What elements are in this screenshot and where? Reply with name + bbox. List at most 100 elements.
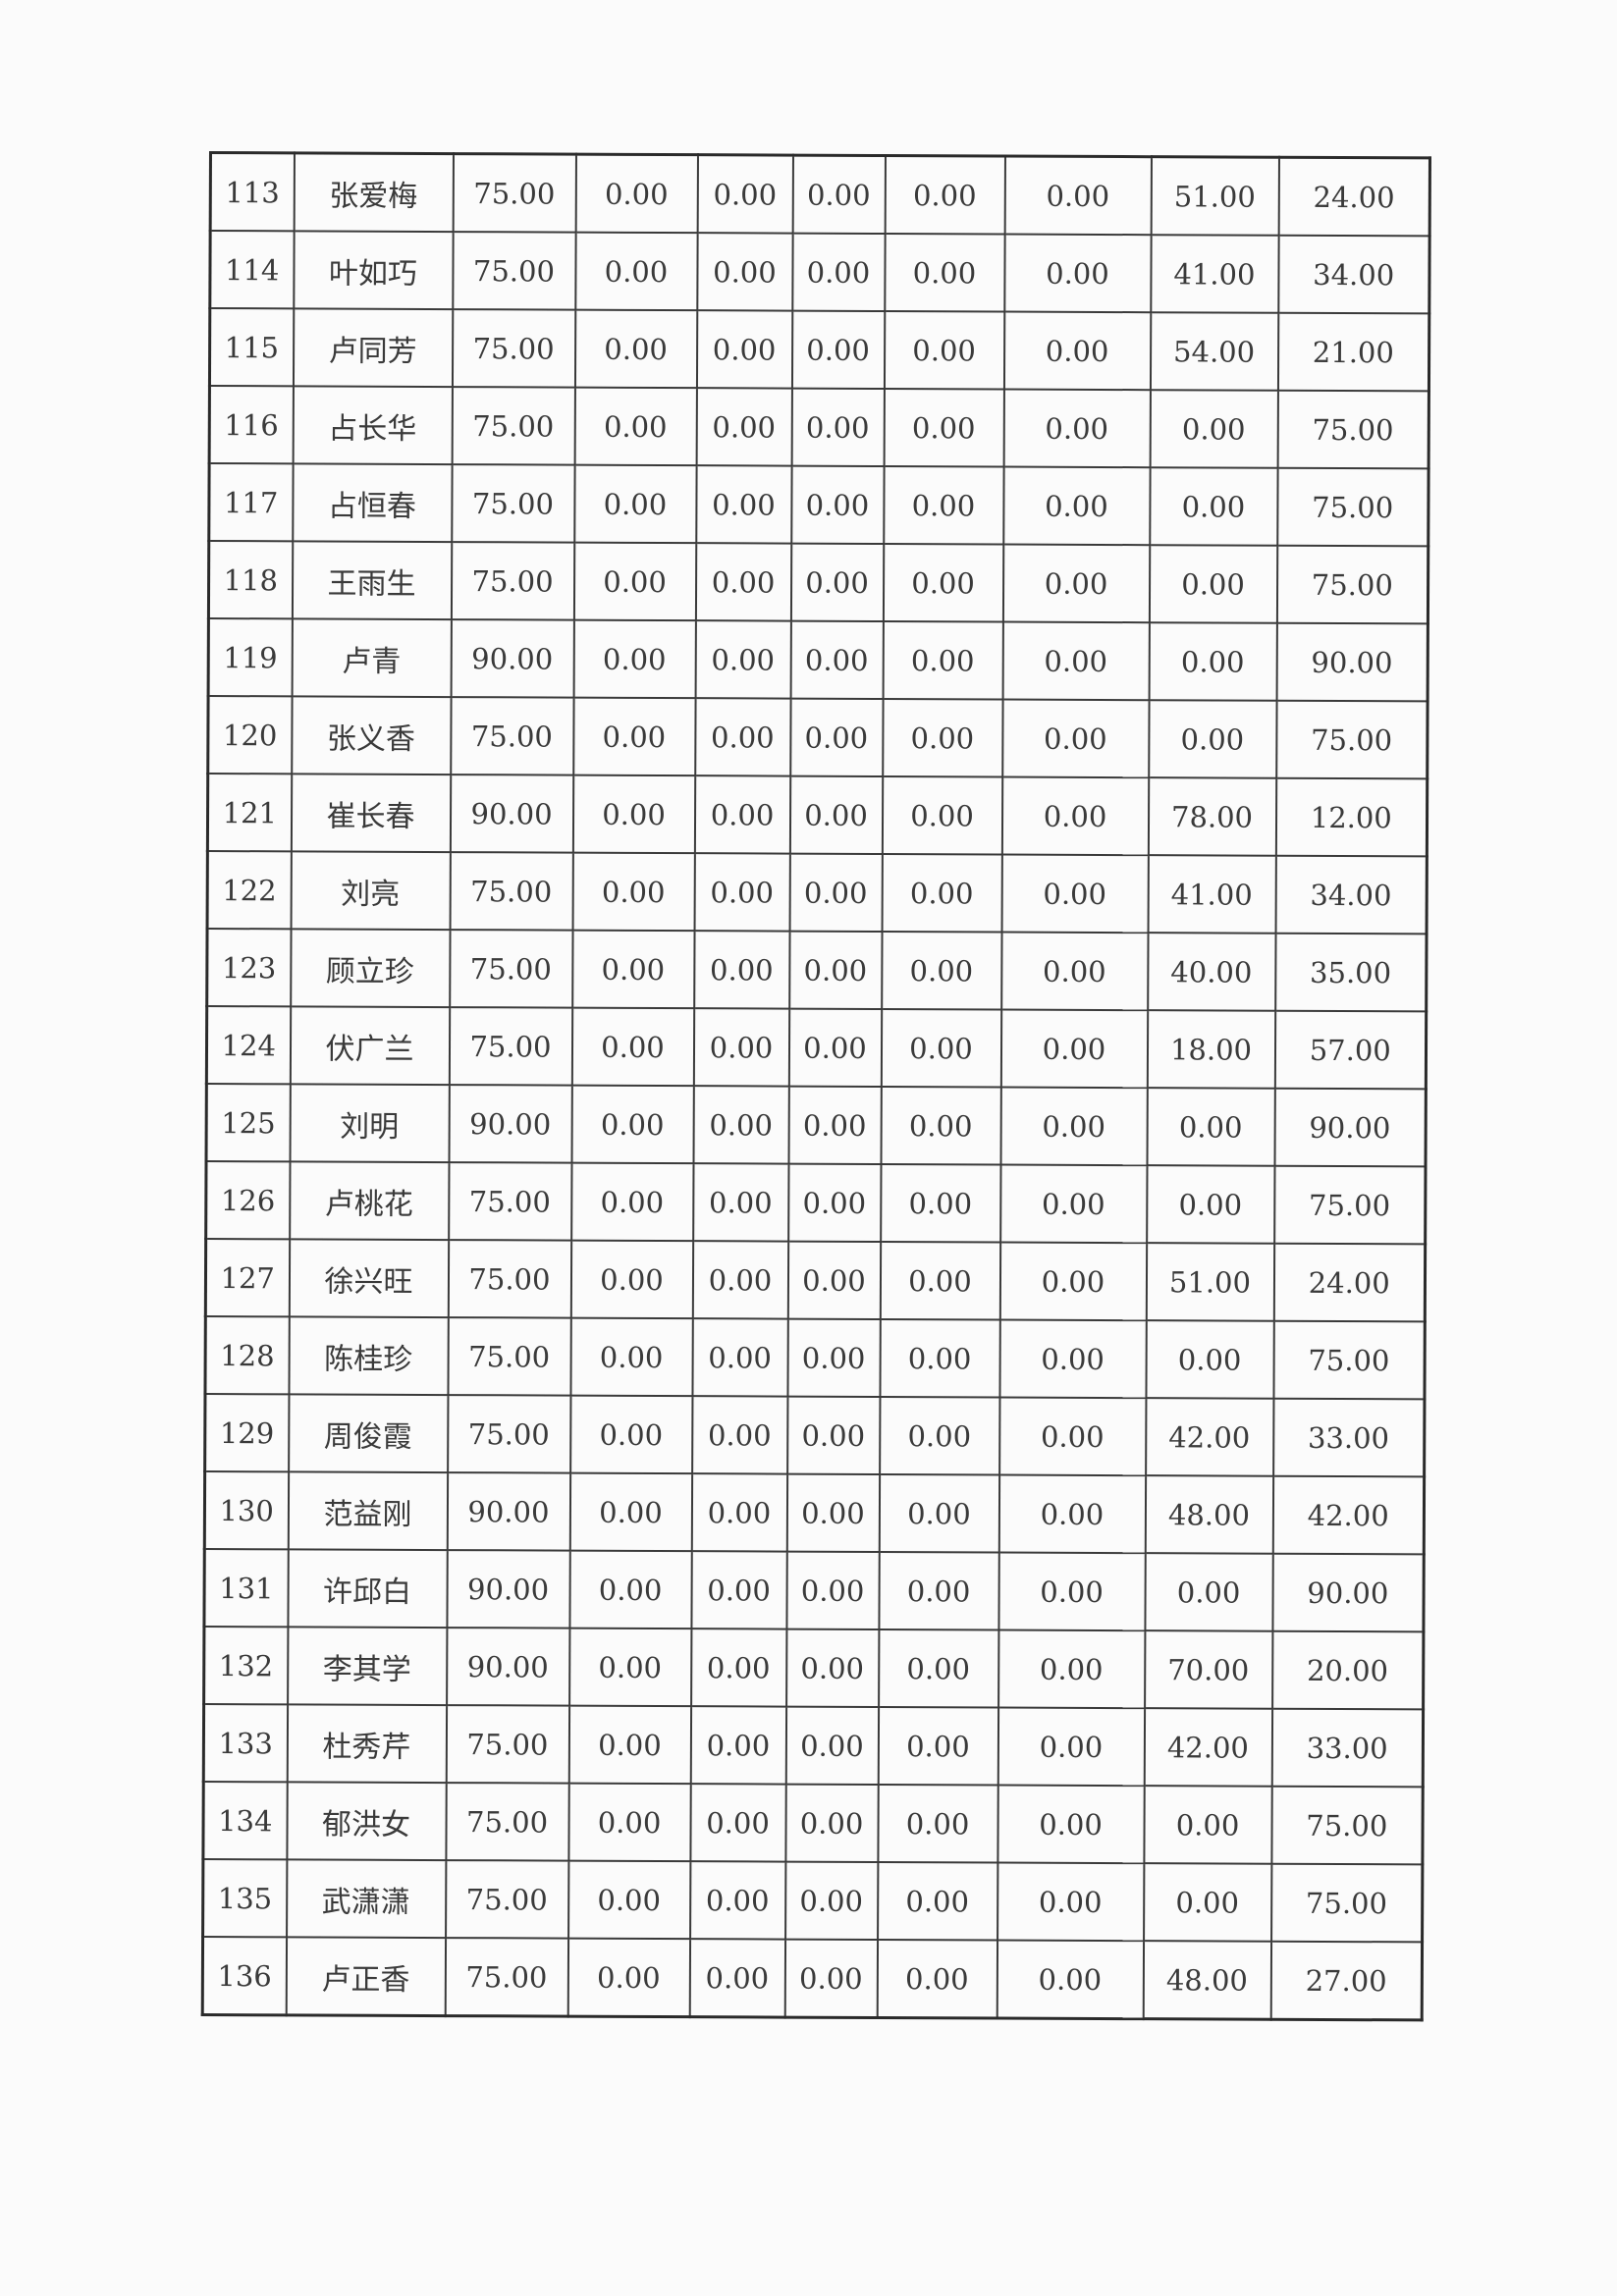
amount-cell: 75.00 [448, 1162, 572, 1241]
amount-cell: 0.00 [690, 1629, 786, 1707]
amount-cell: 0.00 [569, 1472, 692, 1552]
amount-cell: 0.00 [879, 1318, 1000, 1398]
amount-cell: 75.00 [445, 1938, 568, 2017]
amount-cell: 90.00 [1271, 1553, 1425, 1632]
amount-cell: 75.00 [1273, 1165, 1426, 1245]
data-table: 113 张爱梅 75.00 0.00 0.00 0.00 0.00 0.00 51.00 24.0… [200, 151, 1431, 2022]
amount-cell: 0.00 [574, 309, 697, 389]
amount-cell: 75.00 [447, 1317, 571, 1396]
amount-cell: 0.00 [1144, 1553, 1273, 1631]
amount-cell: 0.00 [567, 1938, 690, 2017]
row-number-cell: 121 [207, 774, 292, 852]
row-number-cell: 119 [208, 618, 293, 697]
name-cell: 卢青 [292, 618, 452, 698]
row-number-cell: 123 [206, 928, 292, 1007]
name-cell: 叶如巧 [293, 231, 454, 310]
amount-cell: 54.00 [1150, 312, 1278, 391]
amount-cell: 0.00 [791, 233, 886, 312]
amount-cell: 0.00 [997, 1940, 1144, 2019]
row-number-cell: 133 [203, 1703, 288, 1783]
amount-cell: 0.00 [879, 1396, 999, 1475]
amount-cell: 0.00 [998, 1397, 1146, 1476]
amount-cell: 0.00 [570, 1162, 694, 1242]
name-cell: 卢正香 [286, 1937, 446, 2016]
name-cell: 占恒春 [292, 463, 453, 543]
amount-cell: 0.00 [1000, 1009, 1148, 1089]
amount-cell: 34.00 [1275, 855, 1428, 934]
amount-cell: 75.00 [1270, 1863, 1423, 1943]
amount-cell: 0.00 [691, 1396, 787, 1474]
amount-cell: 0.00 [695, 543, 791, 621]
amount-cell: 75.00 [450, 697, 574, 775]
amount-cell: 0.00 [1000, 932, 1149, 1011]
amount-cell: 0.00 [1002, 466, 1151, 546]
amount-cell: 0.00 [1001, 699, 1150, 778]
amount-cell: 0.00 [884, 234, 1005, 312]
amount-cell: 57.00 [1274, 1010, 1427, 1090]
amount-cell: 0.00 [786, 1318, 881, 1397]
amount-cell: 0.00 [788, 1086, 882, 1164]
amount-cell: 21.00 [1277, 312, 1429, 392]
amount-cell: 0.00 [689, 1784, 786, 1862]
name-cell: 卢桃花 [289, 1161, 450, 1241]
row-number-cell: 114 [209, 231, 295, 309]
amount-cell: 0.00 [689, 1861, 785, 1940]
name-cell: 伏广兰 [290, 1006, 450, 1086]
amount-cell: 0.00 [792, 155, 886, 235]
amount-cell: 0.00 [999, 1242, 1147, 1321]
amount-cell: 18.00 [1147, 1010, 1275, 1089]
amount-cell: 75.00 [452, 232, 576, 310]
amount-cell: 0.00 [696, 233, 793, 311]
amount-cell: 0.00 [790, 620, 884, 699]
table-row: 118 王雨生 75.00 0.00 0.00 0.00 0.00 0.00 0.00 75.00 [208, 541, 1428, 624]
amount-cell: 0.00 [690, 1706, 786, 1785]
amount-cell: 42.00 [1272, 1475, 1425, 1555]
amount-cell: 0.00 [790, 465, 885, 545]
amount-cell: 0.00 [997, 1552, 1146, 1631]
table-row: 124 伏广兰 75.00 0.00 0.00 0.00 0.00 0.00 18.00 57.0… [206, 1005, 1427, 1090]
amount-cell: 0.00 [879, 1473, 999, 1553]
amount-cell: 51.00 [1151, 156, 1279, 236]
amount-cell: 24.00 [1273, 1243, 1426, 1322]
name-cell: 顾立珍 [290, 929, 451, 1008]
table-row: 116 占长华 75.00 0.00 0.00 0.00 0.00 0.00 0.00 75.00 [209, 386, 1429, 469]
row-number-cell: 134 [202, 1781, 288, 1860]
amount-cell: 75.00 [1277, 390, 1429, 469]
amount-cell: 75.00 [1276, 467, 1429, 547]
amount-cell: 0.00 [997, 1785, 1145, 1864]
amount-cell: 0.00 [575, 154, 698, 234]
name-cell: 陈桂珍 [288, 1316, 449, 1396]
amount-cell: 70.00 [1144, 1630, 1272, 1709]
amount-cell: 75.00 [452, 387, 575, 465]
amount-cell: 75.00 [447, 1395, 570, 1473]
amount-cell: 0.00 [573, 542, 696, 621]
amount-cell: 0.00 [877, 1861, 997, 1941]
amount-cell: 0.00 [883, 544, 1003, 622]
amount-cell: 0.00 [1000, 1087, 1148, 1166]
amount-cell: 0.00 [696, 388, 792, 466]
amount-cell: 0.00 [1143, 1863, 1271, 1942]
amount-cell: 0.00 [878, 1551, 999, 1630]
name-cell: 卢同芳 [293, 308, 453, 388]
table-row: 128 陈桂珍 75.00 0.00 0.00 0.00 0.00 0.00 0.00 75.00 [204, 1315, 1426, 1400]
row-number-cell: 118 [208, 541, 293, 619]
table-row: 120 张义香 75.00 0.00 0.00 0.00 0.00 0.00 0.00 75.00 [207, 696, 1428, 779]
amount-cell: 75.00 [1275, 700, 1428, 779]
amount-cell: 0.00 [787, 1241, 881, 1319]
row-number-cell: 117 [208, 463, 294, 542]
amount-cell: 0.00 [694, 853, 790, 932]
amount-cell: 0.00 [574, 387, 697, 466]
amount-cell: 0.00 [1148, 700, 1277, 778]
row-number-cell: 127 [205, 1238, 290, 1317]
name-cell: 徐兴旺 [289, 1239, 449, 1318]
amount-cell: 0.00 [689, 1939, 785, 2018]
amount-cell: 0.00 [568, 1550, 692, 1629]
amount-cell: 0.00 [785, 1706, 879, 1785]
amount-cell: 0.00 [572, 697, 696, 776]
amount-cell: 0.00 [884, 389, 1004, 467]
table-body: 113 张爱梅 75.00 0.00 0.00 0.00 0.00 0.00 51.00 24.0… [202, 152, 1430, 2020]
amount-cell: 0.00 [877, 1784, 998, 1863]
amount-cell: 0.00 [997, 1707, 1145, 1787]
amount-cell: 75.00 [449, 930, 573, 1008]
amount-cell: 0.00 [885, 155, 1005, 235]
